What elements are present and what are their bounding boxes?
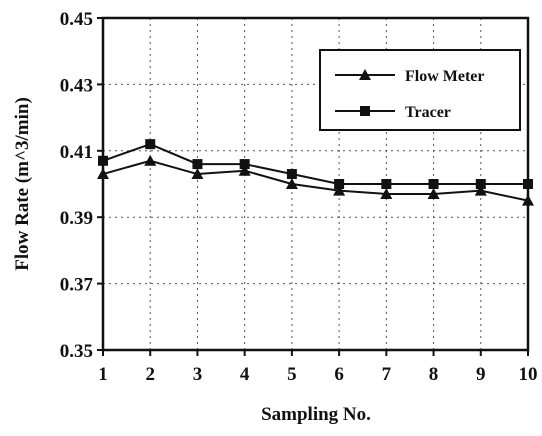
data-point-tracer xyxy=(286,169,297,180)
y-tick-label: 0.37 xyxy=(60,275,94,296)
data-point-flow-meter xyxy=(238,164,251,176)
legend-label-flow-meter: Flow Meter xyxy=(405,68,485,85)
x-axis-title: Sampling No. xyxy=(261,404,371,425)
series-line-flow-meter xyxy=(102,159,529,202)
data-point-tracer xyxy=(475,179,486,189)
data-point-tracer xyxy=(523,179,533,189)
y-tick-label: 0.41 xyxy=(60,142,93,163)
y-tick-label: 0.45 xyxy=(60,9,93,30)
legend: Flow Meter Tracer xyxy=(319,49,521,131)
legend-marker-square xyxy=(360,106,370,116)
x-tick-label: 7 xyxy=(382,364,392,385)
data-point-flow-meter xyxy=(144,154,157,166)
y-axis-ticks: 0.35 0.37 0.39 0.41 0.43 0.45 xyxy=(60,9,103,362)
data-point-tracer xyxy=(239,159,250,170)
y-tick-label: 0.39 xyxy=(60,208,93,229)
data-point-tracer xyxy=(334,179,345,189)
y-axis-title: Flow Rate (m^3/min) xyxy=(12,97,33,271)
y-tick-label: 0.35 xyxy=(60,341,93,362)
data-point-tracer xyxy=(145,139,156,150)
x-tick-label: 1 xyxy=(98,364,108,385)
x-axis-ticks: 1 2 3 4 5 6 7 8 9 10 xyxy=(98,350,538,385)
data-point-tracer xyxy=(428,179,439,189)
x-tick-label: 3 xyxy=(193,364,203,385)
series-line-tracer xyxy=(102,143,528,185)
x-tick-label: 2 xyxy=(145,364,155,385)
data-point-flow-meter xyxy=(522,194,534,206)
x-tick-label: 6 xyxy=(334,364,344,385)
data-point-flow-meter xyxy=(191,168,204,180)
data-point-flow-meter xyxy=(333,184,346,196)
x-tick-label: 5 xyxy=(287,364,297,385)
x-tick-label: 4 xyxy=(240,364,250,385)
legend-box xyxy=(319,49,521,131)
data-point-flow-meter xyxy=(474,184,487,196)
x-tick-label: 9 xyxy=(476,364,486,385)
data-point-tracer xyxy=(98,155,108,166)
series-group xyxy=(97,139,534,206)
data-point-flow-meter xyxy=(380,187,393,199)
data-point-flow-meter xyxy=(97,168,109,180)
legend-label-tracer: Tracer xyxy=(405,104,451,121)
legend-marker-triangle xyxy=(359,69,371,80)
x-tick-label: 8 xyxy=(429,364,439,385)
data-point-flow-meter xyxy=(427,187,440,199)
y-tick-label: 0.43 xyxy=(60,75,93,96)
x-tick-label: 10 xyxy=(519,364,538,385)
data-point-tracer xyxy=(192,159,203,170)
data-point-tracer xyxy=(381,179,392,189)
data-point-flow-meter xyxy=(285,178,298,189)
